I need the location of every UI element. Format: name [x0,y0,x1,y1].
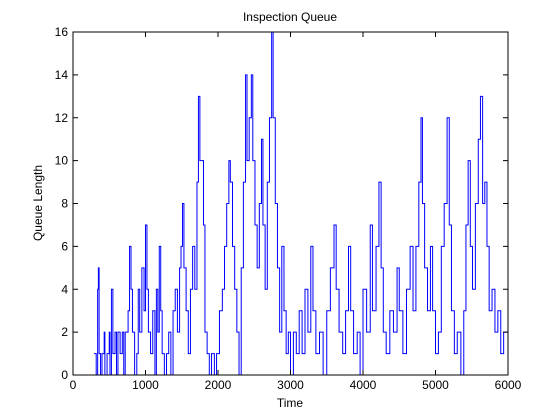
chart-title: Inspection Queue [243,10,337,24]
x-tick-label: 5000 [422,378,449,392]
x-tick-label: 6000 [495,378,522,392]
x-tick-label: 2000 [205,378,232,392]
y-tick-label: 0 [61,368,68,382]
y-tick-label: 6 [61,239,68,253]
y-tick-label: 10 [55,154,69,168]
y-tick-label: 12 [55,111,69,125]
x-tick-label: 0 [70,378,77,392]
data-line [94,31,508,376]
y-axis-label: Queue Length [31,165,45,241]
y-tick-label: 2 [61,325,68,339]
x-tick-label: 4000 [350,378,377,392]
y-tick-label: 14 [55,68,69,82]
x-tick-label: 1000 [132,378,159,392]
y-tick-label: 4 [61,282,68,296]
x-tick-label: 3000 [277,378,304,392]
x-axis-label: Time [277,396,304,410]
y-tick-label: 8 [61,197,68,211]
y-tick-label: 16 [55,25,69,39]
